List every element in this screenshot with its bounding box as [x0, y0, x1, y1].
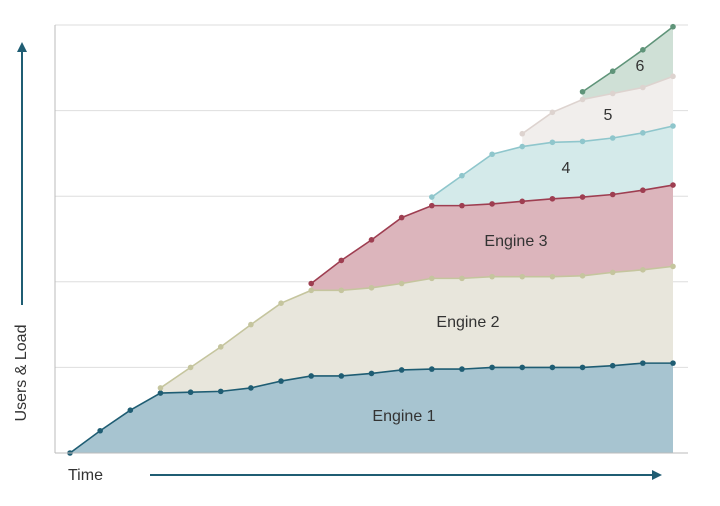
point — [308, 287, 315, 294]
area — [160, 266, 673, 394]
point — [609, 90, 616, 97]
point — [459, 172, 465, 179]
point — [640, 84, 646, 91]
point — [640, 130, 646, 136]
point — [187, 364, 194, 371]
point — [459, 202, 465, 209]
areas — [70, 26, 673, 453]
point — [640, 360, 646, 366]
series-label: 6 — [636, 58, 645, 75]
point — [579, 138, 586, 145]
x-axis-label: Time — [68, 467, 103, 484]
point — [549, 195, 556, 202]
point — [549, 273, 556, 280]
point — [308, 280, 315, 287]
point — [579, 273, 586, 279]
point — [429, 275, 435, 282]
point — [338, 257, 345, 264]
point — [579, 364, 586, 371]
point — [489, 273, 495, 280]
point — [579, 96, 586, 103]
y-axis-label: Users & Load — [13, 325, 30, 422]
lines — [67, 23, 676, 456]
point — [278, 300, 284, 307]
point — [157, 385, 164, 391]
point — [579, 194, 586, 200]
point — [670, 182, 676, 188]
point — [489, 364, 495, 371]
point — [127, 407, 134, 414]
point — [489, 201, 495, 207]
series-line — [521, 75, 674, 135]
point — [398, 214, 405, 221]
point — [338, 373, 345, 379]
point — [368, 370, 375, 377]
area — [70, 363, 673, 453]
point — [429, 366, 435, 372]
series-label: 4 — [562, 160, 571, 177]
point — [670, 263, 676, 270]
point — [609, 191, 616, 198]
point — [459, 366, 465, 372]
point — [609, 68, 616, 75]
point — [398, 280, 405, 287]
point — [519, 364, 526, 371]
point — [187, 389, 194, 396]
point — [670, 73, 676, 80]
point — [398, 367, 405, 373]
point — [579, 88, 586, 95]
area — [522, 76, 673, 147]
point — [519, 130, 526, 137]
point — [609, 135, 616, 141]
point — [670, 360, 676, 366]
point — [519, 143, 526, 150]
point — [429, 202, 435, 209]
point — [368, 237, 375, 243]
point — [609, 269, 616, 276]
series-label: Engine 1 — [372, 408, 435, 425]
area — [311, 185, 673, 291]
point — [248, 321, 254, 328]
point — [157, 390, 164, 396]
point — [640, 187, 646, 194]
point — [217, 344, 224, 350]
series-line — [159, 265, 674, 389]
point — [640, 47, 646, 53]
point — [338, 287, 345, 294]
series-label: 5 — [604, 107, 613, 124]
point — [97, 427, 103, 434]
point — [549, 109, 556, 116]
point — [670, 23, 676, 30]
point — [549, 364, 556, 371]
point — [429, 194, 435, 200]
point — [217, 388, 224, 395]
area — [431, 126, 673, 206]
point — [609, 362, 616, 369]
point — [670, 123, 676, 129]
point — [278, 378, 284, 384]
point — [519, 273, 526, 280]
point — [368, 284, 375, 291]
point — [549, 139, 556, 146]
series-line — [582, 26, 674, 93]
point — [459, 275, 465, 282]
point — [248, 385, 254, 391]
point — [308, 373, 315, 379]
series-label: Engine 3 — [484, 233, 547, 250]
series-label: Engine 2 — [436, 314, 499, 331]
point — [519, 198, 526, 205]
point — [640, 267, 646, 273]
series-labels: Engine 1 Engine 2 Engine 3 4 5 6 — [372, 58, 644, 425]
point — [489, 151, 495, 158]
